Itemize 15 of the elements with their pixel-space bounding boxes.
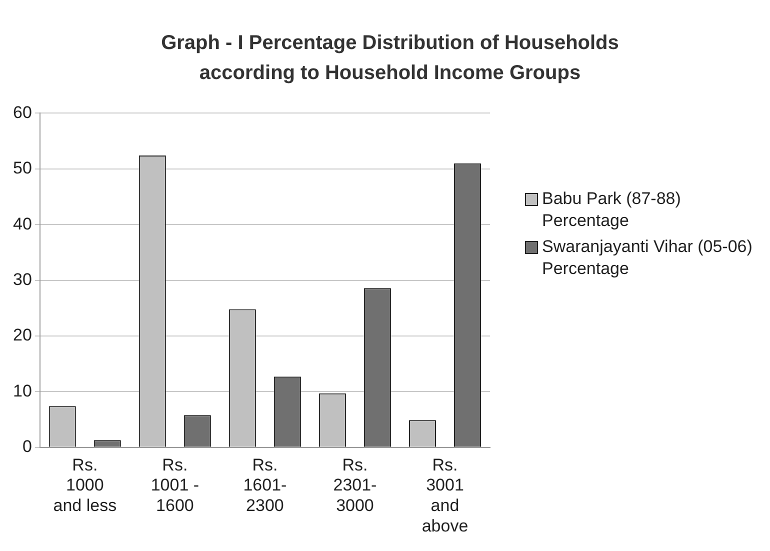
y-tick-label: 60 — [12, 102, 32, 122]
x-tick-label: Rs. 1000 and less — [53, 455, 117, 516]
x-tick-label: Rs. 2301- 3000 — [333, 455, 377, 516]
y-tick-label: 10 — [12, 381, 32, 400]
x-tick-label: Rs. 3001 and above — [422, 455, 468, 536]
y-tick-label: 20 — [12, 326, 32, 345]
y-tick-label: 40 — [12, 214, 32, 234]
y-tick-label: 50 — [12, 158, 32, 178]
chart-title: Graph - I Percentage Distribution of Households according to Household Income Groups — [160, 31, 620, 86]
legend-label: Swaranjayanti Vihar (05-06) Percentage — [542, 236, 754, 280]
y-tick-label: 0 — [22, 437, 32, 456]
x-tick-label: Rs. 1601- 2300 — [243, 455, 287, 516]
x-tick-label: Rs. 1001 - 1600 — [150, 455, 200, 516]
y-tick-label: 30 — [12, 270, 32, 289]
legend-label: Babu Park (87-88) Percentage — [542, 188, 682, 232]
